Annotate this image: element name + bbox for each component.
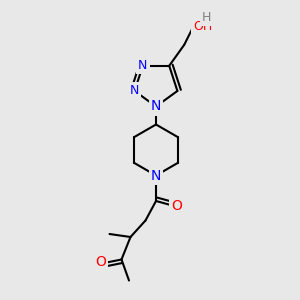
Text: O: O	[172, 199, 182, 212]
Text: OH: OH	[193, 20, 212, 33]
Text: N: N	[151, 169, 161, 182]
Text: N: N	[130, 85, 139, 98]
Text: O: O	[95, 256, 106, 269]
Text: N: N	[138, 59, 148, 72]
Text: N: N	[151, 100, 161, 113]
Text: H: H	[202, 11, 211, 24]
